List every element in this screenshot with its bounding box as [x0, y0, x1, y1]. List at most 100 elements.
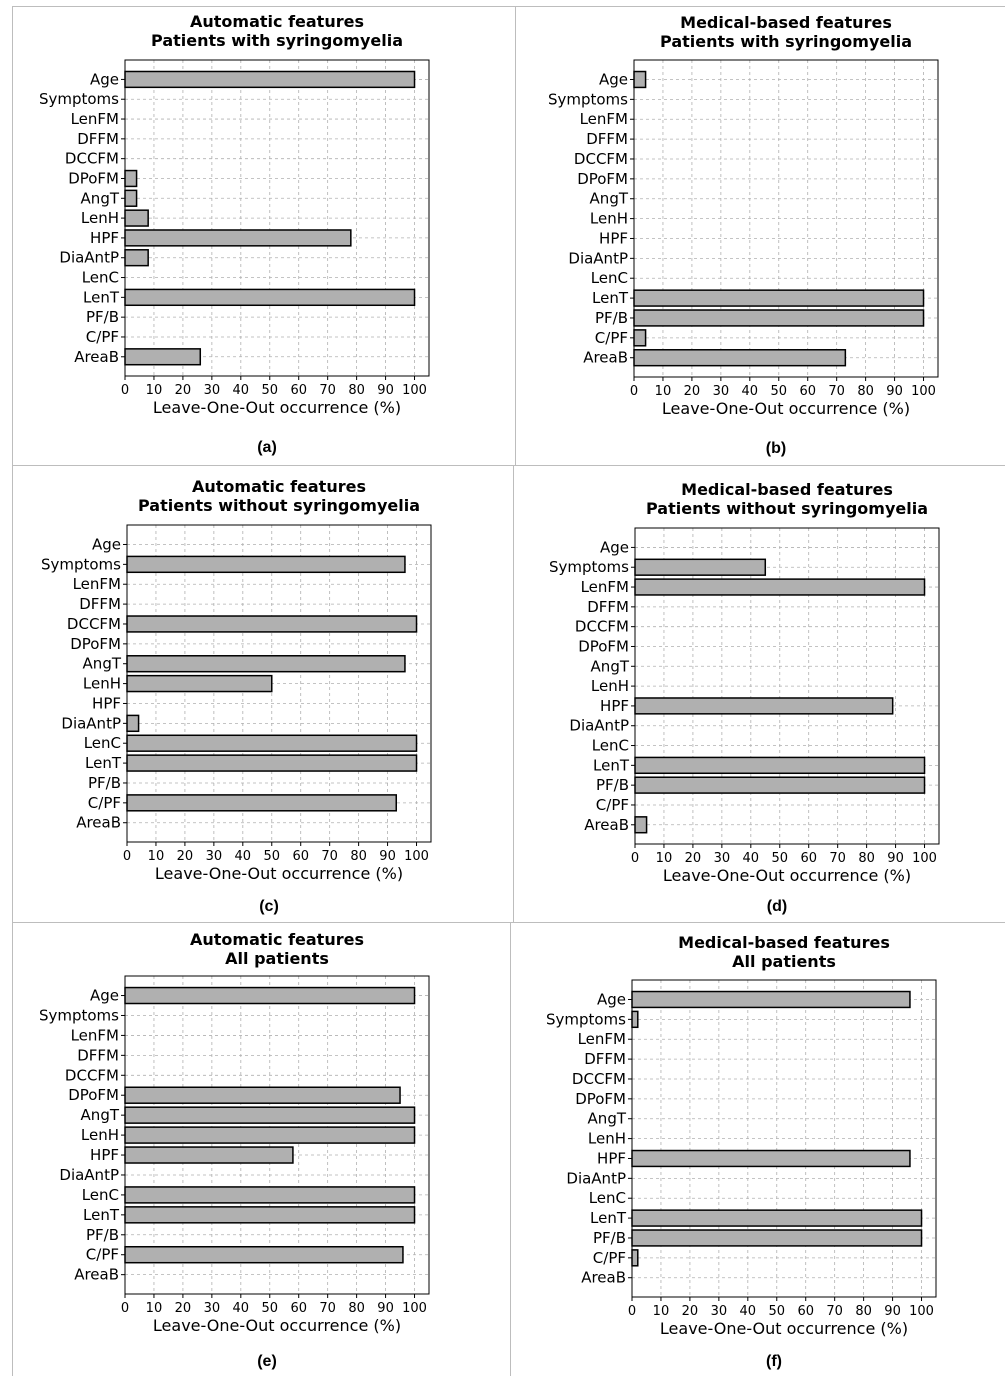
x-tick-label: 30 [204, 1301, 221, 1316]
category-label: AreaB [581, 1269, 626, 1287]
x-tick-label: 70 [828, 384, 845, 399]
panel-label: (f) [766, 1353, 782, 1370]
category-label: DiaAntP [59, 1166, 119, 1184]
chart-title: Medical-based features Patients with syri… [660, 13, 912, 51]
category-label: HPF [599, 229, 628, 247]
category-label: Symptoms [39, 90, 119, 108]
x-tick-label: 0 [123, 849, 131, 864]
bar-pf-b [633, 309, 925, 327]
bar-pf-b [634, 776, 926, 794]
category-label: AngT [81, 1106, 120, 1124]
bar-pf-b [631, 1229, 923, 1247]
chart-title-line: Medical-based features [678, 933, 890, 952]
category-label: AngT [591, 657, 630, 675]
category-label: DFFM [77, 1046, 119, 1064]
category-label: AngT [588, 1110, 627, 1128]
x-tick-label: 60 [292, 849, 309, 864]
bar-lenh [126, 674, 273, 693]
category-label: PF/B [593, 1229, 626, 1247]
category-label: Age [90, 70, 119, 88]
category-label: DPoFM [577, 170, 628, 188]
category-label: DCCFM [574, 150, 628, 168]
category-label: AreaB [74, 1266, 119, 1284]
x-tick-label: 20 [684, 384, 701, 399]
x-tick-label: 0 [631, 851, 639, 866]
panel-label: (b) [766, 440, 786, 457]
bar-lent [634, 756, 926, 775]
chart-title: Automatic features All patients [190, 930, 364, 968]
bar-lenh [124, 1126, 416, 1144]
x-tick-label: 50 [263, 849, 280, 864]
x-tick-label: 90 [377, 1301, 394, 1316]
category-label: DPoFM [68, 169, 119, 187]
category-label: LenC [82, 1186, 119, 1204]
category-label: DiaAntP [566, 1169, 626, 1187]
category-label: Age [600, 538, 629, 556]
category-label: DCCFM [575, 618, 629, 636]
category-label: LenFM [71, 1026, 119, 1044]
bar-c-pf [124, 1245, 404, 1264]
x-tick-label: 20 [177, 849, 194, 864]
category-label: DFFM [77, 130, 119, 148]
category-label: C/PF [595, 329, 628, 347]
x-tick-label: 40 [742, 384, 759, 399]
x-axis-label: Leave-One-Out occurrence (%) [663, 866, 911, 885]
x-tick-label: 90 [884, 1304, 901, 1319]
category-label: Age [597, 990, 626, 1008]
x-tick-label: 0 [630, 384, 638, 399]
panel-label: (c) [259, 898, 279, 915]
bar-age [631, 990, 911, 1009]
category-label: DCCFM [572, 1070, 626, 1088]
category-label: LenT [592, 289, 629, 307]
category-label: PF/B [86, 1226, 119, 1244]
bar-symptoms [631, 1010, 639, 1029]
outer-left-border [12, 6, 13, 1376]
x-tick-label: 80 [858, 851, 875, 866]
category-label: LenC [591, 269, 628, 287]
category-label: LenC [592, 737, 629, 755]
category-label: HPF [597, 1149, 626, 1167]
bar-lent [124, 1206, 416, 1224]
x-axis-label: Leave-One-Out occurrence (%) [153, 398, 401, 417]
bar-hpf [124, 1146, 294, 1164]
category-label: DPoFM [70, 635, 121, 653]
category-label: Age [92, 535, 121, 553]
category-label: DFFM [79, 595, 121, 613]
x-axis-label: Leave-One-Out occurrence (%) [155, 864, 403, 883]
x-tick-label: 80 [855, 1304, 872, 1319]
x-tick-label: 100 [402, 383, 427, 398]
x-tick-label: 100 [402, 1301, 427, 1316]
x-tick-label: 10 [148, 849, 165, 864]
category-label: HPF [90, 1146, 119, 1164]
category-label: LenFM [580, 110, 628, 128]
chart-title-line: Patients without syringomyelia [138, 496, 420, 515]
category-label: LenC [84, 734, 121, 752]
category-label: LenC [589, 1189, 626, 1207]
category-label: DFFM [586, 130, 628, 148]
outer-top-border [12, 6, 1005, 7]
category-label: LenT [83, 1206, 120, 1224]
bar-angt [124, 189, 138, 207]
x-tick-label: 40 [233, 383, 250, 398]
x-tick-label: 20 [175, 1301, 192, 1316]
x-tick-label: 40 [233, 1301, 250, 1316]
row-divider-1 [12, 465, 1005, 466]
category-label: DiaAntP [59, 249, 119, 267]
x-tick-label: 10 [146, 1301, 163, 1316]
category-label: LenH [81, 1126, 119, 1144]
category-label: AreaB [583, 349, 628, 367]
category-label: PF/B [596, 776, 629, 794]
bar-age [124, 70, 416, 89]
category-label: DPoFM [575, 1090, 626, 1108]
category-label: C/PF [86, 328, 119, 346]
bar-lenh [124, 209, 149, 227]
x-tick-label: 50 [261, 1301, 278, 1316]
category-label: AngT [81, 189, 120, 207]
bar-lenc [124, 1186, 416, 1204]
column-divider-bottom [510, 922, 511, 1376]
category-label: C/PF [593, 1249, 626, 1267]
x-tick-label: 100 [911, 384, 936, 399]
bar-areab [124, 348, 202, 366]
x-tick-label: 90 [886, 384, 903, 399]
